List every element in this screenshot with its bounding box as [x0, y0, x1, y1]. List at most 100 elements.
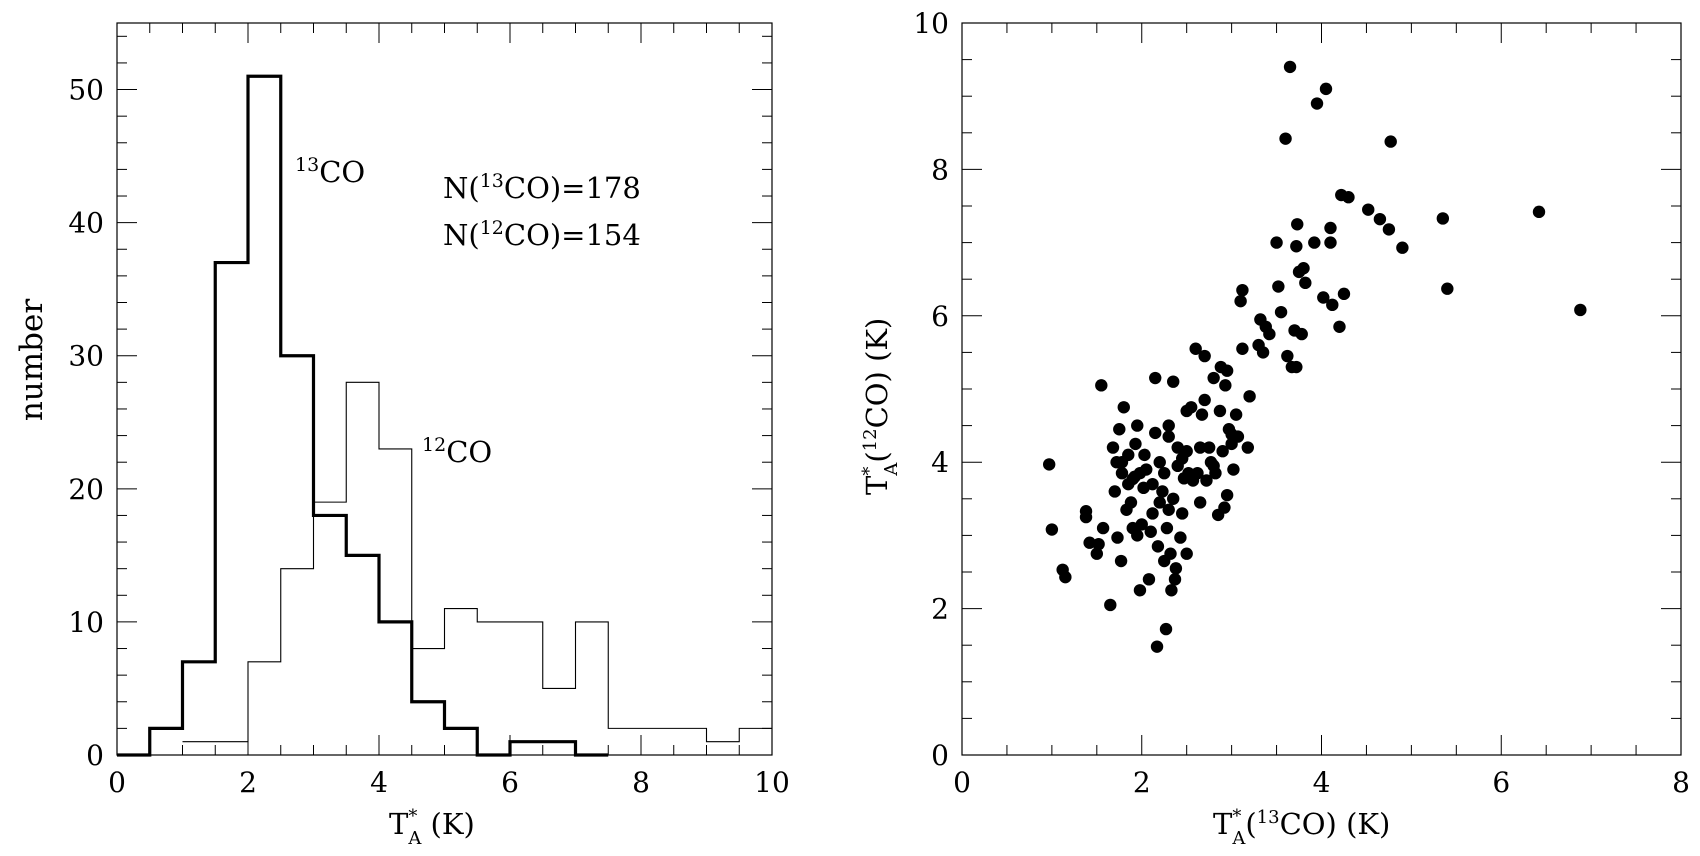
scatter-point	[1202, 441, 1216, 454]
scatter-point	[1162, 430, 1175, 443]
scatter-point	[1220, 488, 1234, 502]
scatter-y-axis-label: T*A(12CO) (K)	[859, 318, 902, 495]
y-tick-label: 8	[931, 153, 949, 186]
scatter-point	[1079, 510, 1093, 524]
y-tick-label: 10	[68, 606, 104, 639]
scatter-point	[1382, 223, 1396, 236]
scatter-point	[1436, 212, 1450, 225]
scatter-point	[1279, 132, 1292, 145]
scatter-point	[1297, 262, 1310, 275]
scatter-point	[1441, 282, 1454, 295]
y-tick-label: 40	[68, 207, 104, 240]
scatter-point	[1274, 305, 1288, 319]
scatter-point	[1310, 97, 1324, 110]
scatter-point	[1236, 342, 1249, 355]
scatter-point	[1319, 82, 1333, 96]
scatter-point	[1207, 371, 1220, 385]
scatter-point	[1291, 218, 1304, 231]
scatter-point	[1231, 430, 1245, 443]
scatter-point	[1135, 518, 1148, 531]
scatter-point	[1113, 423, 1126, 436]
scatter-points	[1042, 60, 1587, 653]
scatter-point	[1129, 437, 1142, 451]
scatter-point	[1160, 521, 1174, 535]
scatter-point	[1200, 474, 1213, 487]
series-label-13co: 13CO	[295, 154, 365, 189]
scatter-point	[1295, 327, 1308, 341]
scatter-point	[1243, 390, 1256, 403]
y-tick-label: 30	[68, 340, 104, 373]
scatter-point	[1220, 364, 1234, 377]
histogram-y-tick-labels: 0 10 20 30 40 50	[68, 74, 104, 772]
y-tick-label: 0	[86, 739, 104, 772]
histogram-series-12co	[182, 381, 772, 743]
scatter-point	[1150, 640, 1164, 653]
y-tick-label: 0	[931, 739, 949, 772]
scatter-point	[1227, 463, 1240, 476]
scatter-point	[1115, 466, 1129, 480]
scatter-point	[1149, 426, 1162, 440]
scatter-point	[1144, 525, 1157, 538]
scatter-point	[1308, 236, 1321, 249]
scatter-point	[1096, 521, 1110, 535]
x-tick-label: 10	[754, 766, 790, 799]
scatter-point	[1168, 573, 1182, 586]
scatter-point	[1095, 379, 1108, 392]
scatter-point	[1175, 507, 1189, 520]
scatter-point	[1131, 419, 1144, 432]
scatter-point	[1133, 584, 1147, 597]
scatter-point	[1153, 496, 1166, 509]
scatter-point	[1149, 371, 1162, 385]
scatter-point	[1342, 191, 1355, 204]
scatter-point	[1162, 503, 1175, 516]
scatter-point	[1281, 349, 1294, 363]
x-tick-label: 8	[632, 766, 650, 799]
histogram-series	[117, 74, 772, 757]
scatter-point	[1270, 236, 1283, 249]
scatter-point	[1213, 404, 1227, 418]
scatter-point	[1216, 445, 1229, 458]
scatter-x-tick-labels: 0 2 4 6 8	[953, 766, 1690, 799]
scatter-point	[1164, 547, 1177, 560]
scatter-x-axis-label: T* A(13CO) (K)	[1213, 806, 1390, 849]
scatter-point	[1198, 349, 1211, 363]
histogram-y-axis-label: number	[14, 299, 50, 422]
scatter-ticks	[961, 22, 1682, 756]
scatter-point	[1218, 501, 1231, 514]
annotation-n12co: N(12CO)=154	[443, 217, 641, 252]
scatter-point	[1324, 236, 1337, 249]
x-tick-label: 8	[1672, 766, 1690, 799]
scatter-point	[1180, 547, 1193, 560]
scatter-point	[1142, 573, 1156, 586]
scatter-point	[1263, 327, 1276, 341]
scatter-point	[1337, 287, 1351, 301]
scatter-y-tick-labels: 0 2 4 6 8 10	[913, 7, 949, 772]
scatter-point	[1174, 531, 1187, 544]
scatter-point	[1191, 466, 1204, 480]
x-tick-label: 4	[1313, 766, 1331, 799]
y-tick-label: 10	[913, 7, 949, 40]
scatter-point	[1229, 408, 1243, 421]
x-tick-label: 0	[953, 766, 971, 799]
scatter-point	[1124, 496, 1138, 509]
y-tick-label: 6	[931, 300, 949, 333]
scatter-point	[1042, 458, 1056, 471]
scatter-point	[1162, 419, 1175, 432]
scatter-point	[1290, 360, 1303, 374]
scatter-point	[1104, 598, 1117, 612]
scatter-point	[1106, 441, 1120, 454]
scatter-point	[1156, 485, 1169, 498]
scatter-panel: 0 2 4 6 8 0 2 4 6 8 10 T* A(13CO) (K) T*A(12CO) (K…	[859, 7, 1690, 849]
scatter-point	[1167, 375, 1180, 388]
scatter-point	[1362, 203, 1375, 216]
scatter-point	[1193, 441, 1207, 454]
scatter-point	[1151, 540, 1165, 553]
scatter-point	[1241, 441, 1255, 454]
x-tick-label: 2	[239, 766, 257, 799]
y-tick-label: 2	[931, 593, 949, 626]
scatter-point	[1234, 294, 1247, 308]
scatter-point	[1193, 496, 1207, 509]
scatter-point	[1209, 466, 1222, 480]
y-tick-label: 4	[931, 446, 949, 479]
scatter-point	[1396, 241, 1409, 254]
